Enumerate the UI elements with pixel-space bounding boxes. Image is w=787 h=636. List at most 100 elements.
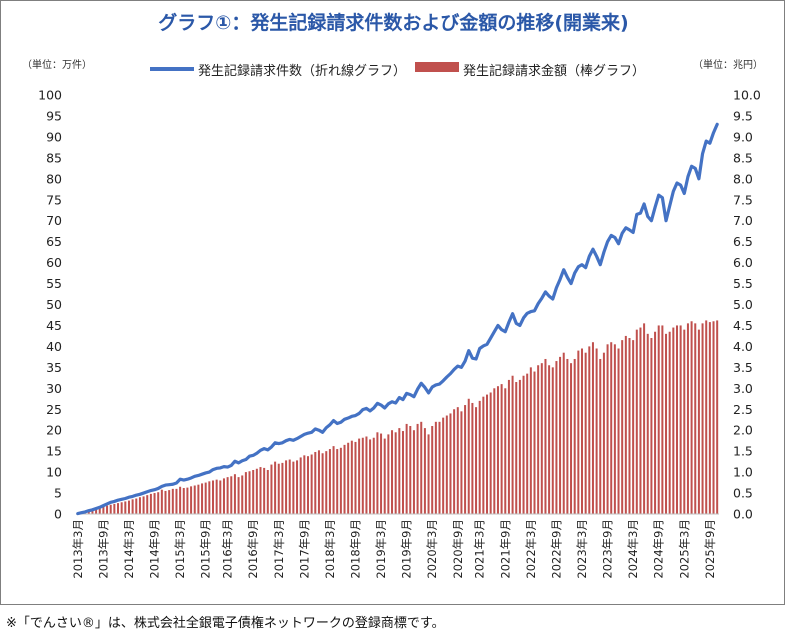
amount-bar: [394, 432, 397, 514]
amount-bar: [493, 388, 496, 514]
amount-bar: [95, 508, 98, 514]
amount-bar: [149, 493, 152, 514]
x-tick-label: 2022年9月: [549, 519, 563, 579]
amount-bar: [639, 327, 642, 514]
x-tick-label: 2013年9月: [96, 519, 110, 579]
amount-bar: [401, 431, 404, 514]
amount-bar: [383, 438, 386, 514]
amount-bar: [529, 367, 532, 514]
chart-title: グラフ①：発生記録請求件数および金額の推移(開業来): [158, 12, 629, 34]
x-tick-label: 2023年3月: [575, 519, 589, 579]
amount-bar: [712, 321, 715, 514]
left-y-tick-label: 60: [46, 255, 62, 270]
amount-bar: [438, 421, 441, 514]
amount-bar: [602, 352, 605, 514]
amount-bar: [445, 415, 448, 514]
amount-bar: [153, 493, 156, 514]
amount-bar: [548, 365, 551, 514]
amount-bar: [215, 479, 218, 514]
legend-line-swatch: [150, 67, 194, 71]
left-y-tick-label: 85: [46, 150, 62, 165]
amount-bar: [190, 486, 193, 514]
x-tick-label: 2014年9月: [148, 519, 162, 579]
x-tick-label: 2024年3月: [626, 519, 640, 579]
right-y-tick-label: 0.0: [733, 507, 753, 522]
right-y-tick-label: 2.0: [733, 423, 753, 438]
amount-bar: [201, 483, 204, 514]
amount-bar: [127, 500, 130, 514]
amount-bar: [621, 340, 624, 514]
amount-bar: [475, 407, 478, 514]
legend-count-label: 発生記録請求件数（折れ線グラフ）: [198, 64, 407, 79]
amount-bar: [292, 461, 295, 515]
amount-bar: [259, 467, 262, 514]
amount-bar: [679, 325, 682, 514]
amount-bar: [310, 454, 313, 514]
amount-bar: [566, 358, 569, 514]
right-y-tick-label: 3.5: [733, 360, 753, 375]
amount-bar: [716, 320, 719, 514]
amount-bar: [434, 421, 437, 514]
amount-bar: [507, 379, 510, 514]
left-y-tick-label: 50: [46, 297, 62, 312]
left-y-tick-label: 75: [46, 192, 62, 207]
amount-bar: [460, 411, 463, 514]
amount-bar: [533, 371, 536, 514]
amount-bar: [186, 487, 189, 514]
amount-bar: [350, 440, 353, 514]
amount-bar: [515, 382, 518, 514]
amount-bar: [131, 499, 134, 514]
left-y-tick-label: 45: [46, 318, 62, 333]
amount-bar: [657, 325, 660, 514]
amount-bar: [109, 504, 112, 514]
amount-bar: [317, 450, 320, 514]
amount-bar: [697, 329, 700, 514]
amount-bar: [467, 398, 470, 514]
amount-bar: [117, 503, 120, 514]
amount-bar: [306, 456, 309, 514]
right-y-tick-label: 7.0: [733, 213, 753, 228]
amount-bar: [336, 449, 339, 514]
amount-bar: [540, 363, 543, 514]
amount-bar: [628, 338, 631, 514]
amount-bar: [537, 365, 540, 514]
amount-bar: [668, 331, 671, 514]
x-tick-label: 2018年3月: [323, 519, 337, 579]
x-tick-label: 2025年3月: [677, 519, 691, 579]
amount-bar: [690, 321, 693, 514]
amount-bar: [124, 501, 127, 514]
right-y-tick-label: 0.5: [733, 486, 753, 501]
right-y-tick-label: 6.5: [733, 234, 753, 249]
amount-bar: [580, 348, 583, 514]
x-tick-label: 2019年3月: [374, 519, 388, 579]
amount-bar: [464, 405, 467, 514]
left-y-tick-label: 20: [46, 423, 62, 438]
amount-bar: [646, 333, 649, 514]
amount-bar: [102, 506, 105, 514]
amount-bar: [504, 388, 507, 514]
amount-bar: [555, 361, 558, 514]
right-axis-unit-label: （単位：兆円）: [693, 60, 763, 71]
amount-bar: [453, 409, 456, 514]
amount-bar: [354, 441, 357, 514]
amount-bar: [325, 451, 328, 514]
right-y-tick-label: 5.5: [733, 276, 753, 291]
x-tick-label: 2016年3月: [221, 519, 235, 579]
amount-bar: [420, 421, 423, 514]
amount-bar: [321, 453, 324, 514]
amount-bar: [643, 323, 646, 514]
left-y-tick-label: 70: [46, 213, 62, 228]
left-y-tick-label: 80: [46, 171, 62, 186]
amount-bar: [106, 505, 109, 514]
amount-bar: [471, 402, 474, 514]
amount-bar: [518, 379, 521, 514]
x-tick-label: 2021年3月: [473, 519, 487, 579]
amount-bar: [376, 432, 379, 514]
amount-bar: [296, 460, 299, 514]
amount-bar: [135, 498, 138, 514]
amount-bar: [219, 480, 222, 514]
amount-bar: [613, 344, 616, 514]
amount-bar: [650, 338, 653, 514]
amount-bar: [496, 386, 499, 514]
amount-bar: [588, 346, 591, 514]
